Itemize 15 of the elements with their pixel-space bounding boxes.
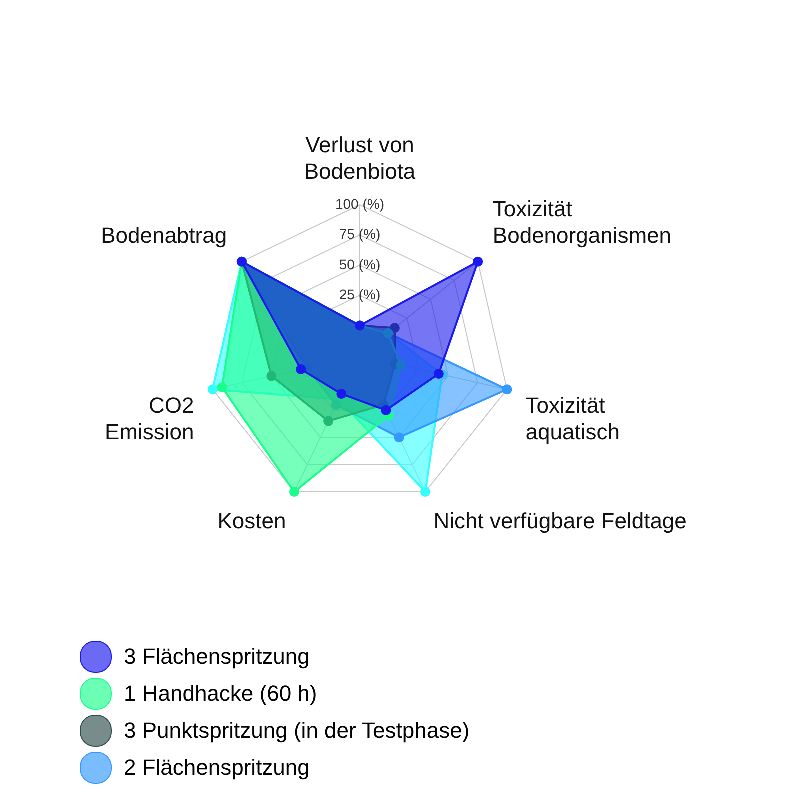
spoke-label: CO2 Emission: [105, 393, 194, 444]
y-tick-label: 100 (%): [335, 196, 385, 212]
spoke-label: Toxizität aquatisch: [526, 393, 620, 444]
y-tick-label: 25 (%): [339, 286, 381, 302]
y-tick-label: 50 (%): [339, 256, 381, 272]
legend-label: 3 Punktspritzung (in der Testphase): [124, 718, 470, 744]
legend-label: 3 Flächenspritzung: [124, 644, 310, 670]
spoke-label: Nicht verfügbare Feldtage: [434, 508, 687, 534]
legend-label: 2 Flächenspritzung: [124, 754, 310, 780]
y-tick-label: 75 (%): [339, 226, 381, 242]
spoke-label: Verlust von Bodenbiota: [304, 132, 416, 184]
spoke-label: Kosten: [218, 508, 286, 534]
spoke-label: Toxizität Bodenorganismen: [492, 196, 672, 248]
legend-label: 1 Handhacke (60 h): [124, 680, 318, 706]
spoke-label: Bodenabtrag: [101, 222, 228, 248]
